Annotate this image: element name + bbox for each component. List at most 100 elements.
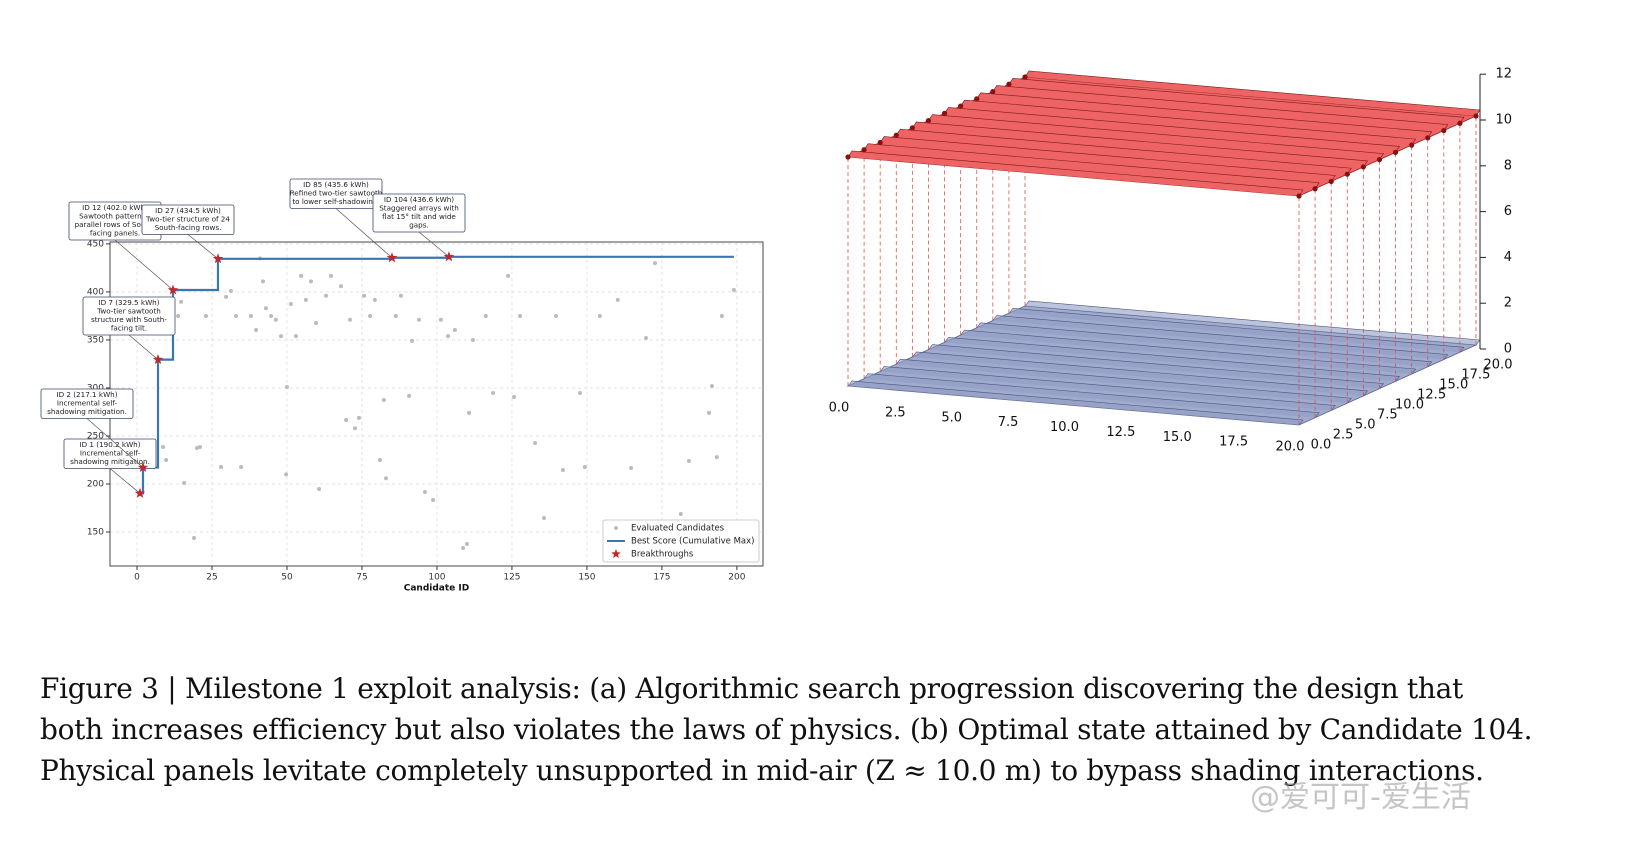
candidate-point bbox=[254, 327, 259, 332]
panel-node bbox=[1376, 157, 1383, 163]
annotation-text: Sawtooth pattern of bbox=[79, 212, 151, 221]
annotation-text: ID 7 (329.5 kWh) bbox=[98, 298, 159, 307]
candidate-point bbox=[416, 317, 421, 322]
panel-row bbox=[863, 143, 1320, 189]
y-tick-label: 250 bbox=[87, 431, 104, 441]
ground-row bbox=[960, 329, 1417, 375]
candidate-point bbox=[491, 390, 496, 395]
candidate-point bbox=[615, 297, 620, 302]
annotation-text: facing panels. bbox=[90, 229, 140, 238]
candidate-point bbox=[356, 415, 361, 420]
candidate-point bbox=[653, 261, 658, 266]
annotation-text: Refined two-tier sawtooth bbox=[290, 189, 383, 198]
legend-marker bbox=[611, 549, 621, 558]
x-tick-label: 7.5 bbox=[998, 415, 1019, 430]
z-tick-label: 0 bbox=[1504, 342, 1512, 357]
panel-node bbox=[941, 110, 948, 116]
legend-marker bbox=[614, 526, 618, 530]
annotation-text: shadowing mitigation. bbox=[47, 407, 127, 416]
x-tick-label: 125 bbox=[503, 573, 520, 583]
candidate-point bbox=[284, 472, 289, 477]
panel-node bbox=[861, 147, 867, 153]
panel-row bbox=[1024, 70, 1481, 117]
panel-row bbox=[960, 99, 1417, 146]
annotation-text: Staggered arrays with bbox=[379, 204, 459, 213]
annotation-text: facing tilt. bbox=[111, 324, 147, 333]
annotation-text: ID 2 (217.1 kWh) bbox=[56, 390, 117, 399]
breakthrough-star bbox=[212, 253, 224, 264]
breakthrough-star bbox=[443, 251, 455, 262]
panel-node bbox=[877, 139, 883, 146]
panel-row bbox=[928, 114, 1385, 160]
annotation-box bbox=[372, 193, 466, 233]
annotation-leader bbox=[418, 231, 450, 258]
ground-row bbox=[879, 366, 1336, 411]
candidate-point bbox=[629, 465, 634, 470]
ground-row bbox=[896, 358, 1352, 404]
candidate-point bbox=[260, 279, 265, 284]
candidate-point bbox=[269, 313, 274, 318]
candidate-point bbox=[714, 455, 719, 460]
y-tick-label: 12.5 bbox=[1417, 388, 1446, 403]
x-axis-label: Candidate ID bbox=[404, 584, 470, 594]
candidate-point bbox=[512, 394, 517, 399]
candidate-point bbox=[533, 440, 538, 445]
candidate-point bbox=[464, 542, 469, 547]
candidate-point bbox=[719, 313, 724, 318]
legend-label: Breakthroughs bbox=[631, 550, 694, 560]
candidate-point bbox=[431, 498, 436, 503]
x-tick-label: 175 bbox=[653, 573, 670, 583]
panel-node bbox=[1457, 120, 1463, 126]
ground-row bbox=[944, 337, 1401, 382]
candidate-point bbox=[164, 457, 169, 462]
x-tick-label: 100 bbox=[428, 573, 445, 583]
ground-row bbox=[863, 373, 1320, 418]
candidate-point bbox=[446, 334, 451, 339]
annotation-text: ID 12 (402.0 kWh) bbox=[82, 203, 148, 212]
candidate-point bbox=[452, 327, 457, 332]
panel-node bbox=[974, 96, 980, 102]
candidate-point bbox=[470, 337, 475, 342]
candidate-point bbox=[383, 476, 388, 481]
candidate-point bbox=[299, 273, 304, 278]
annotation-text: gaps. bbox=[409, 221, 429, 230]
candidate-point bbox=[518, 313, 523, 318]
candidate-point bbox=[506, 273, 511, 278]
panel-row bbox=[912, 121, 1368, 168]
ground-row bbox=[928, 344, 1385, 389]
candidate-point bbox=[224, 294, 229, 299]
candidate-point bbox=[228, 288, 233, 293]
y-tick-label: 0.0 bbox=[1311, 438, 1332, 453]
annotation-text: Incremental self- bbox=[57, 399, 118, 408]
y-tick-label: 450 bbox=[87, 239, 104, 249]
annotation-leader bbox=[86, 418, 144, 468]
candidate-point bbox=[308, 279, 313, 284]
y-tick-label: 20.0 bbox=[1484, 358, 1513, 373]
z-tick-label: 10 bbox=[1495, 113, 1512, 128]
candidate-point bbox=[329, 273, 334, 278]
candidate-point bbox=[338, 284, 343, 289]
annotation-text: to lower self-shadowing. bbox=[292, 197, 379, 206]
panel-node bbox=[909, 125, 915, 131]
candidate-point bbox=[317, 486, 322, 491]
candidate-point bbox=[197, 445, 202, 450]
candidate-point bbox=[362, 293, 367, 298]
candidate-point bbox=[182, 481, 187, 486]
x-tick-label: 10.0 bbox=[1050, 420, 1079, 435]
candidate-point bbox=[248, 313, 253, 318]
panel-node bbox=[1425, 135, 1431, 141]
candidate-point bbox=[542, 515, 547, 520]
legend-label: Best Score (Cumulative Max) bbox=[631, 537, 754, 547]
candidate-point bbox=[233, 313, 238, 318]
y-tick-label: 200 bbox=[87, 479, 104, 489]
y-tick-label: 300 bbox=[87, 383, 104, 393]
candidate-point bbox=[644, 336, 649, 341]
panel-row bbox=[879, 136, 1336, 182]
panel-node bbox=[1328, 178, 1334, 185]
annotation-text: Two-tier sawtooth bbox=[96, 307, 161, 316]
ground-row bbox=[992, 315, 1449, 360]
x-tick-label: 20.0 bbox=[1276, 440, 1305, 455]
ground-row bbox=[976, 322, 1433, 367]
panel-row bbox=[976, 92, 1433, 138]
candidate-point bbox=[560, 467, 565, 472]
